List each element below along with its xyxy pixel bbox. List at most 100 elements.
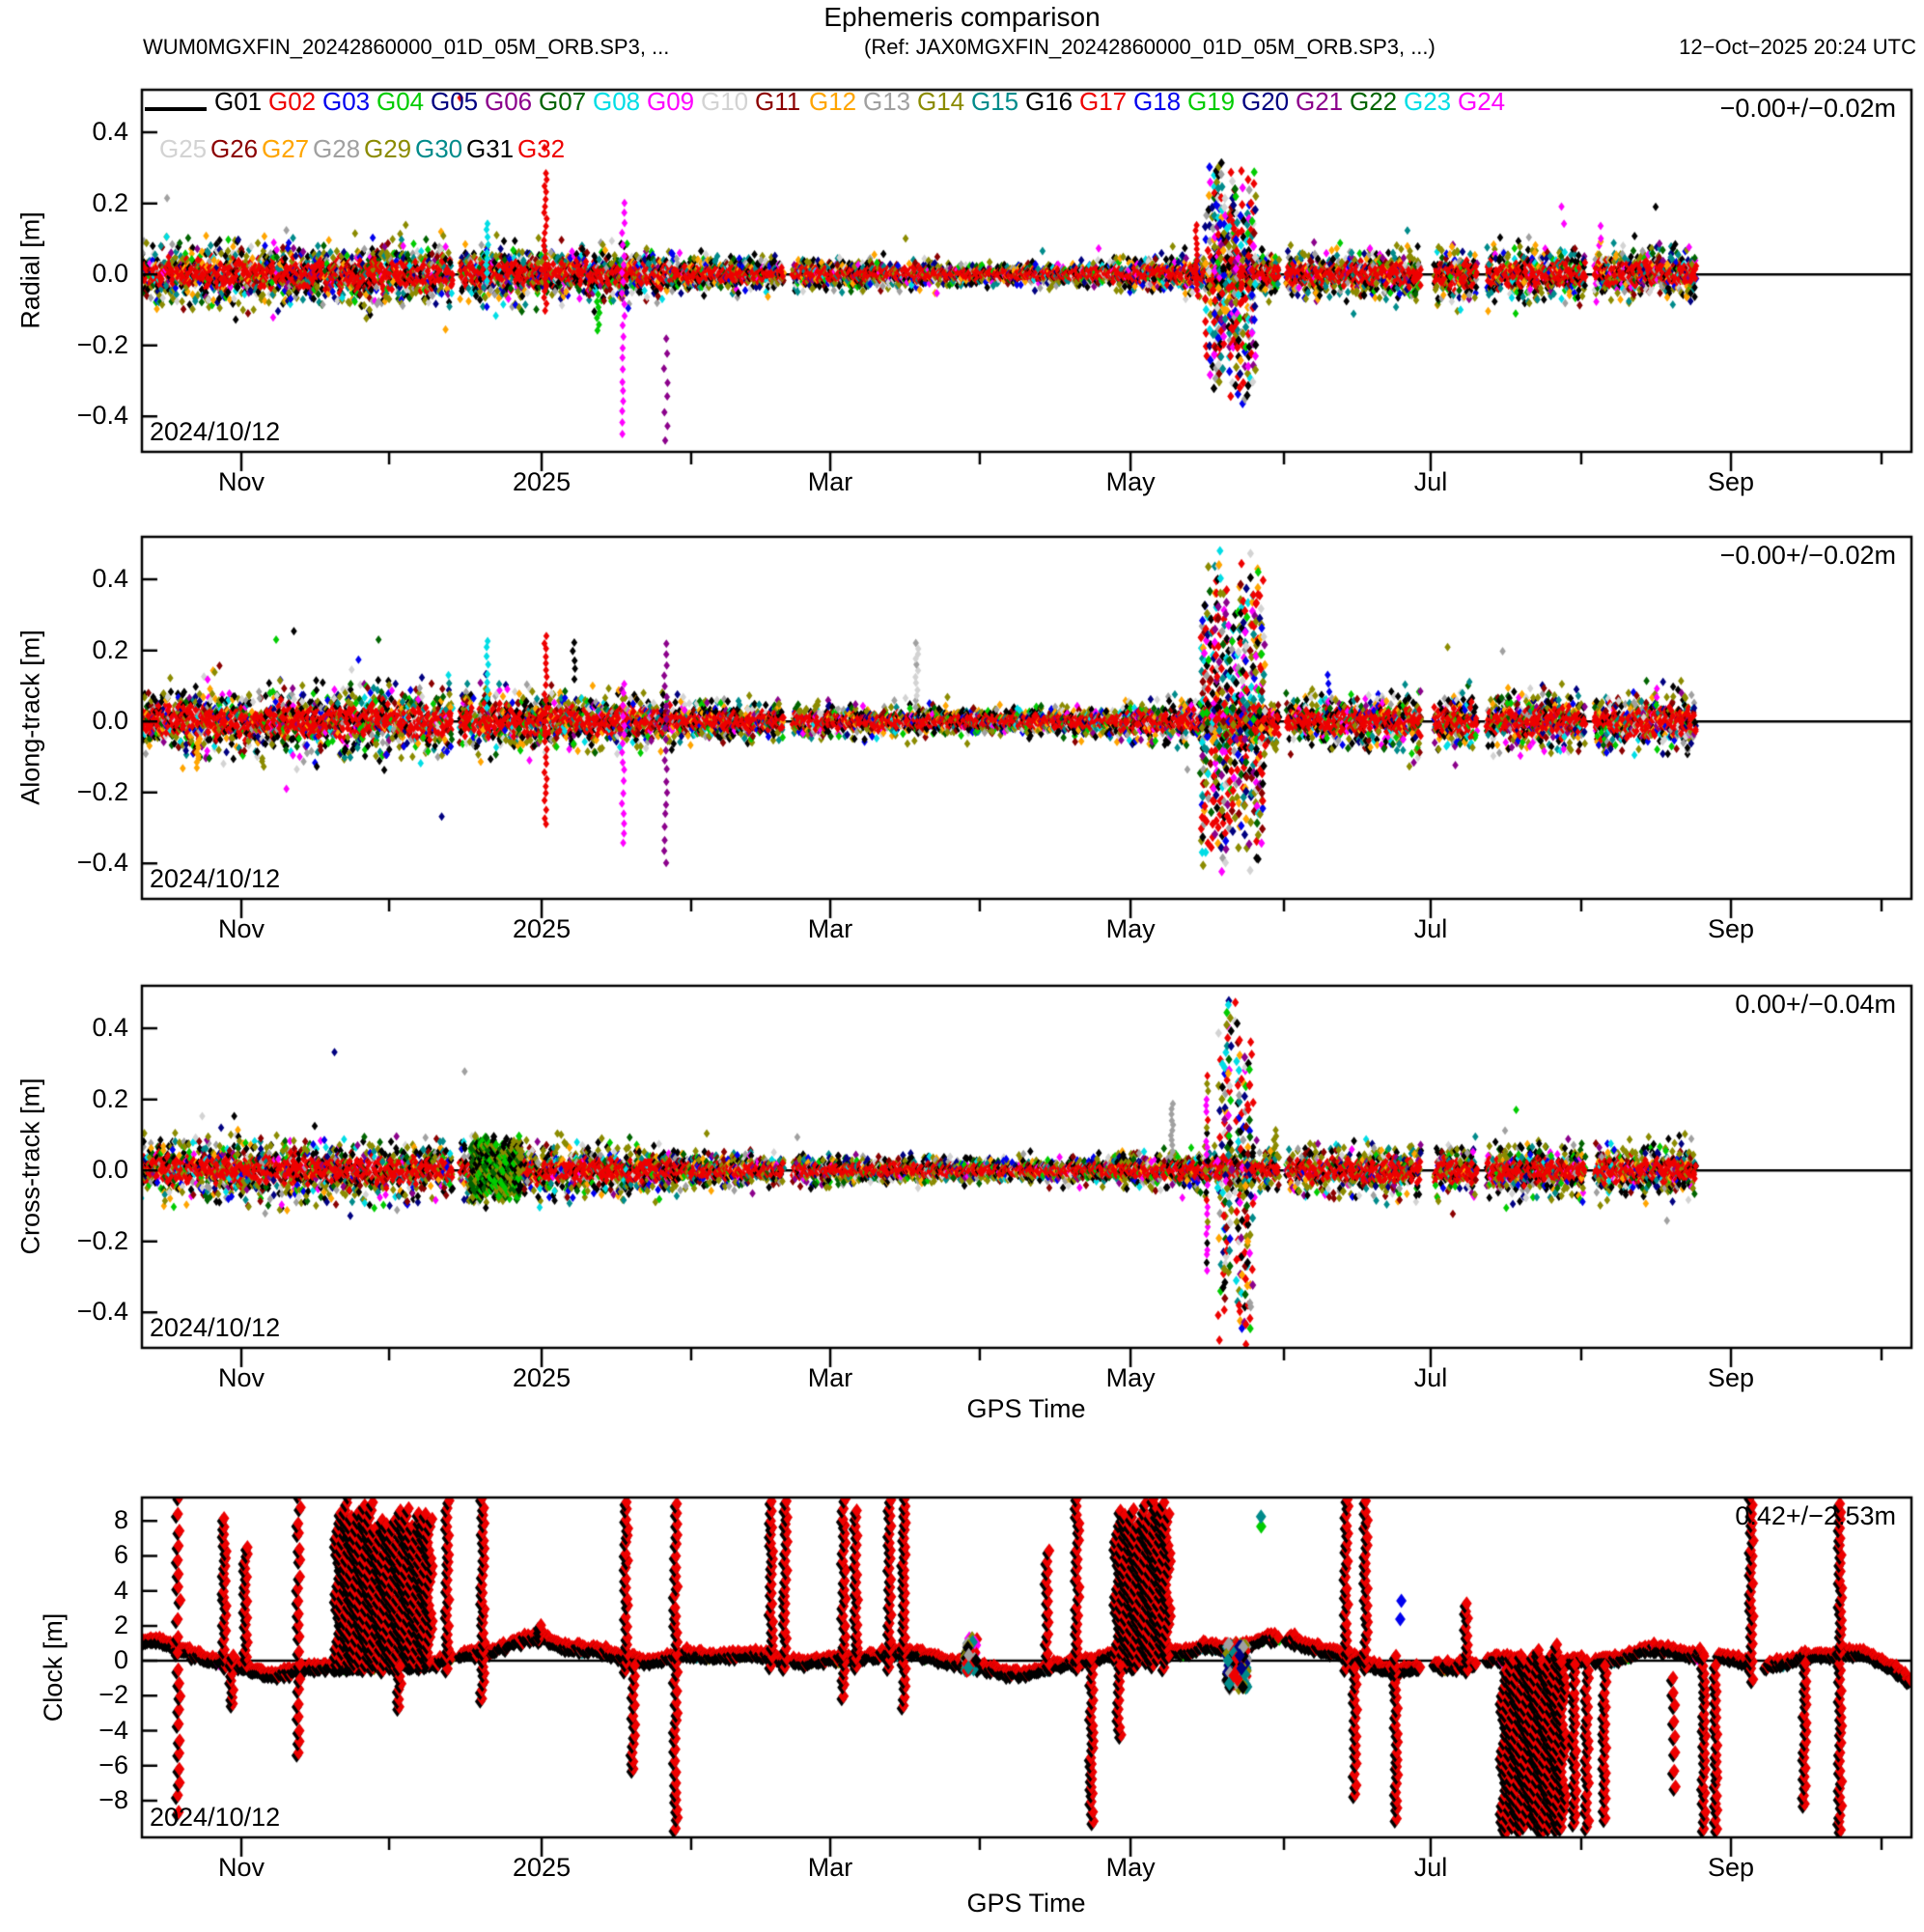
x-tick-label: Sep — [1708, 914, 1755, 943]
y-tick-label: −0.4 — [76, 401, 128, 431]
panel-clock: Clock [m] 0.42+/−2.53m 2024/10/12 GPS Ti… — [39, 1498, 1911, 1918]
stat-annotation-along-track: −0.00+/−0.02m — [1719, 541, 1896, 570]
y-tick-label: 6 — [113, 1540, 128, 1570]
x-tick-label: 2025 — [513, 1363, 572, 1392]
y-tick-label: −8 — [98, 1784, 128, 1814]
start-date-label: 2024/10/12 — [150, 417, 281, 446]
start-date-label: 2024/10/12 — [150, 1313, 281, 1342]
legend-entry-g03: G03 — [322, 87, 371, 116]
legend-entry-g23: G23 — [1404, 87, 1452, 116]
x-tick-label: 2025 — [513, 914, 572, 943]
legend-entry-g17: G17 — [1079, 87, 1128, 116]
legend-entry-g14: G14 — [917, 87, 965, 116]
reference-file-label: (Ref: JAX0MGXFIN_20242860000_01D_05M_ORB… — [864, 35, 1436, 59]
x-tick-label: Nov — [217, 1853, 265, 1882]
legend-entry-g21: G21 — [1296, 87, 1344, 116]
y-tick-label: −6 — [98, 1750, 128, 1779]
legend-entry-g31: G31 — [466, 134, 515, 163]
x-tick-label: Jul — [1413, 914, 1448, 943]
legend-entry-g30: G30 — [415, 134, 463, 163]
y-tick-label: −0.4 — [76, 1297, 128, 1327]
y-tick-label: −2 — [98, 1680, 128, 1710]
chart-title: Ephemeris comparison — [823, 2, 1101, 32]
legend-entry-g24: G24 — [1458, 87, 1506, 116]
y-tick-label: 0.2 — [92, 1083, 128, 1113]
y-tick-label: 0.0 — [92, 706, 128, 736]
legend-entry-g27: G27 — [262, 134, 310, 163]
y-axis-label-along-track: Along-track [m] — [15, 630, 45, 805]
legend-entry-g25: G25 — [159, 134, 208, 163]
legend-entry-g15: G15 — [971, 87, 1019, 116]
y-tick-label: −0.2 — [76, 1225, 128, 1255]
legend-entry-g04: G04 — [376, 87, 425, 116]
panel-cross-track: Cross-track [m] 0.00+/−0.04m 2024/10/12 … — [16, 986, 1911, 1423]
start-date-label: 2024/10/12 — [150, 1803, 281, 1832]
legend-entry-g02: G02 — [268, 87, 317, 116]
x-tick-label: Jul — [1413, 467, 1448, 496]
x-tick-label: May — [1105, 1363, 1156, 1392]
compared-file-label: WUM0MGXFIN_20242860000_01D_05M_ORB.SP3, … — [143, 35, 670, 59]
x-tick-label: Mar — [807, 1363, 853, 1392]
x-tick-label: Nov — [217, 1363, 265, 1392]
legend-entry-g32: G32 — [517, 134, 566, 163]
y-tick-label: −0.2 — [76, 776, 128, 806]
y-tick-label: 0.0 — [92, 1155, 128, 1185]
y-tick-label: 2 — [113, 1610, 128, 1639]
legend-entry-g01: G01 — [214, 87, 263, 116]
legend-entry-g09: G09 — [647, 87, 695, 116]
x-tick-label: 2025 — [513, 467, 572, 496]
x-tick-label: Sep — [1708, 1363, 1755, 1392]
legend-entry-g10: G10 — [701, 87, 749, 116]
y-tick-label: 8 — [113, 1505, 128, 1535]
stat-annotation-radial: −0.00+/−0.02m — [1719, 94, 1896, 123]
legend-entry-g16: G16 — [1025, 87, 1074, 116]
y-tick-label: 4 — [113, 1575, 128, 1605]
y-axis-label-cross-track: Cross-track [m] — [15, 1078, 45, 1255]
x-tick-label: 2025 — [513, 1853, 572, 1882]
start-date-label: 2024/10/12 — [150, 864, 281, 893]
x-tick-label: May — [1105, 914, 1156, 943]
legend-entry-g19: G19 — [1187, 87, 1236, 116]
legend-entry-g22: G22 — [1350, 87, 1398, 116]
legend-entry-g12: G12 — [809, 87, 857, 116]
x-tick-label: Mar — [807, 914, 853, 943]
legend-entry-g26: G26 — [210, 134, 259, 163]
legend-entry-g29: G29 — [364, 134, 412, 163]
x-tick-label: May — [1105, 467, 1156, 496]
x-tick-label: Nov — [217, 914, 265, 943]
stat-annotation-clock: 0.42+/−2.53m — [1735, 1501, 1896, 1530]
y-tick-label: 0.2 — [92, 634, 128, 664]
y-tick-label: 0.4 — [92, 1013, 128, 1043]
y-tick-label: 0 — [113, 1645, 128, 1675]
y-tick-label: −4 — [98, 1715, 128, 1745]
y-tick-label: 0.0 — [92, 259, 128, 289]
y-tick-label: −0.4 — [76, 848, 128, 878]
x-tick-label: May — [1105, 1853, 1156, 1882]
legend-line-sample — [145, 107, 207, 111]
panel-radial: Radial [m] −0.00+/−0.02m 2024/10/12 G01 G… — [16, 87, 1911, 496]
x-tick-label: Nov — [217, 467, 265, 496]
x-tick-label: Sep — [1708, 1853, 1755, 1882]
panel-along-track: Along-track [m] −0.00+/−0.02m 2024/10/12… — [16, 537, 1911, 943]
legend-entry-g05: G05 — [431, 87, 479, 116]
x-axis-label-gps-time: GPS Time — [966, 1394, 1086, 1423]
legend-entry-g13: G13 — [863, 87, 911, 116]
x-tick-label: Sep — [1708, 467, 1755, 496]
y-tick-label: 0.2 — [92, 187, 128, 217]
legend-entry-g07: G07 — [539, 87, 587, 116]
y-tick-label: 0.4 — [92, 564, 128, 594]
stat-annotation-cross-track: 0.00+/−0.04m — [1735, 990, 1896, 1019]
legend-entry-g18: G18 — [1133, 87, 1182, 116]
x-tick-label: Mar — [807, 1853, 853, 1882]
y-tick-label: 0.4 — [92, 117, 128, 147]
generation-timestamp: 12−Oct−2025 20:24 UTC — [1679, 35, 1916, 59]
legend-entry-g08: G08 — [593, 87, 641, 116]
x-tick-label: Mar — [807, 467, 853, 496]
x-axis-label-gps-time: GPS Time — [966, 1889, 1086, 1918]
x-tick-label: Jul — [1413, 1853, 1448, 1882]
legend-entry-g06: G06 — [485, 87, 533, 116]
x-tick-label: Jul — [1413, 1363, 1448, 1392]
legend-entry-g11: G11 — [755, 87, 801, 116]
legend-entry-g20: G20 — [1241, 87, 1290, 116]
